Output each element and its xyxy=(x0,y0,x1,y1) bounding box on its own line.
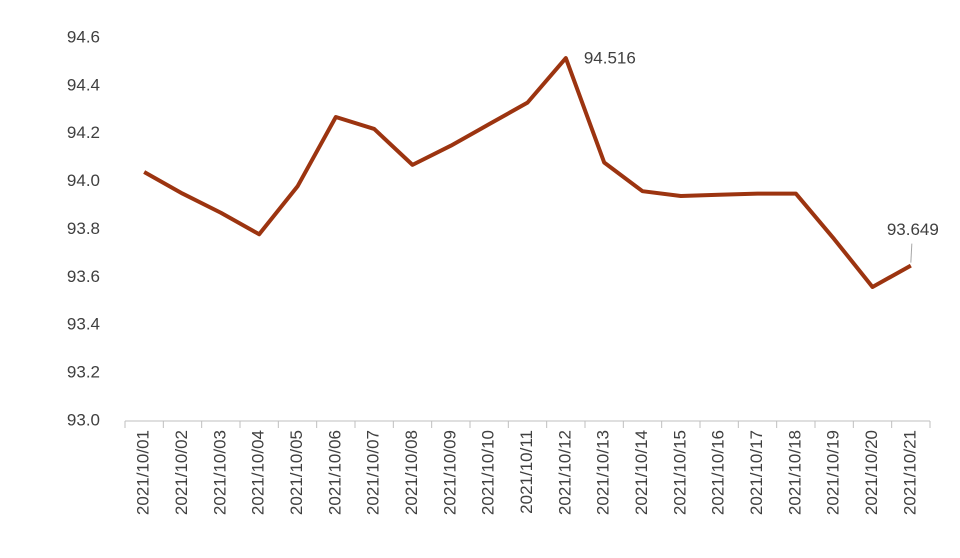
x-tick-label: 2021/10/03 xyxy=(210,430,229,515)
y-tick-label: 94.0 xyxy=(67,171,100,190)
x-tick-label: 2021/10/10 xyxy=(479,430,498,515)
y-tick-label: 94.2 xyxy=(67,123,100,142)
x-tick-label: 2021/10/09 xyxy=(440,430,459,515)
x-tick-label: 2021/10/06 xyxy=(325,430,344,515)
x-tick-label: 2021/10/14 xyxy=(632,430,651,515)
y-tick-label: 93.0 xyxy=(67,410,100,429)
x-tick-label: 2021/10/01 xyxy=(134,430,153,515)
y-tick-label: 93.6 xyxy=(67,267,100,286)
data-line xyxy=(143,56,912,289)
leader-line xyxy=(910,243,913,263)
y-tick-label: 93.8 xyxy=(67,219,100,238)
x-tick-label: 2021/10/17 xyxy=(747,430,766,515)
x-tick-label: 2021/10/12 xyxy=(555,430,574,515)
y-tick-label: 94.4 xyxy=(67,75,100,94)
x-tick-label: 2021/10/20 xyxy=(862,430,881,515)
data-label: 93.649 xyxy=(887,220,939,239)
x-tick-label: 2021/10/11 xyxy=(517,430,536,514)
data-label: 94.516 xyxy=(584,49,636,68)
x-tick-label: 2021/10/02 xyxy=(172,430,191,515)
x-tick-label: 2021/10/08 xyxy=(402,430,421,515)
x-tick-label: 2021/10/04 xyxy=(249,430,268,515)
y-tick-label: 93.4 xyxy=(67,315,100,334)
x-tick-label: 2021/10/15 xyxy=(670,430,689,515)
y-tick-label: 93.2 xyxy=(67,363,100,382)
y-tick-label: 94.6 xyxy=(67,27,100,46)
x-tick-label: 2021/10/21 xyxy=(900,430,919,515)
x-tick-label: 2021/10/13 xyxy=(594,430,613,515)
x-tick-label: 2021/10/16 xyxy=(709,430,728,515)
x-tick-label: 2021/10/05 xyxy=(287,430,306,515)
x-tick-label: 2021/10/19 xyxy=(824,430,843,515)
x-tick-label: 2021/10/18 xyxy=(785,430,804,515)
x-tick-label: 2021/10/07 xyxy=(364,430,383,515)
